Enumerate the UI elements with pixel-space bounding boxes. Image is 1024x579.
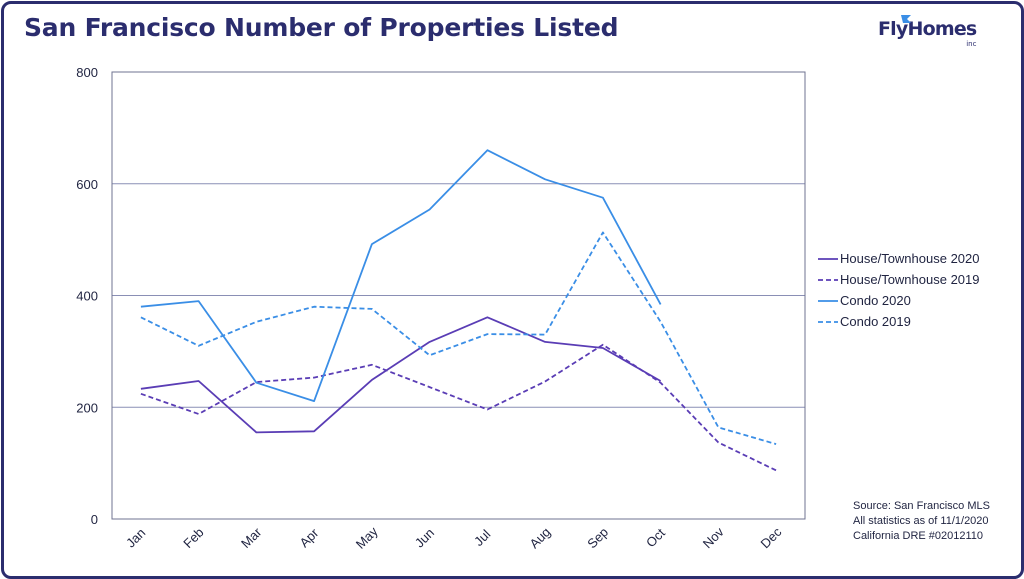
series-line [140, 316, 662, 434]
x-tick-label: May [353, 523, 381, 551]
y-tick-label: 0 [91, 512, 98, 527]
y-tick-label: 600 [76, 177, 98, 192]
x-tick-label: Feb [180, 525, 206, 551]
y-tick-label: 400 [76, 289, 98, 304]
flyhomes-logo: FlyHomes inc [878, 15, 977, 48]
x-tick-label: Nov [700, 524, 727, 551]
series-line [140, 343, 777, 472]
dre-line: California DRE #02012110 [853, 530, 984, 542]
x-tick-label: Jan [123, 525, 148, 550]
source-line: Source: San Francisco MLS [853, 500, 990, 512]
x-tick-label: Apr [296, 525, 321, 550]
logo-flag-icon [901, 15, 911, 23]
legend-label: Condo 2019 [840, 314, 911, 329]
legend-label: House/Townhouse 2019 [840, 272, 980, 287]
y-tick-label: 200 [76, 400, 98, 415]
x-tick-label: Jul [471, 527, 493, 549]
x-tick-label: Mar [238, 524, 265, 551]
legend-label: House/Townhouse 2020 [840, 251, 980, 266]
series-line [140, 231, 777, 445]
chart-title: San Francisco Number of Properties Liste… [24, 13, 619, 42]
logo-inc: inc [966, 40, 977, 48]
x-tick-label: Jun [412, 525, 437, 550]
x-tick-label: Dec [757, 524, 784, 551]
series-line [140, 149, 662, 402]
logo-text: FlyHomes [878, 18, 977, 40]
as-of-line: All statistics as of 11/1/2020 [853, 515, 989, 527]
x-tick-label: Sep [584, 524, 611, 551]
source-note: Source: San Francisco MLS All statistics… [853, 499, 990, 544]
y-tick-label: 800 [76, 65, 98, 80]
x-tick-label: Oct [643, 525, 668, 550]
x-tick-label: Aug [526, 524, 553, 551]
plot-area [111, 71, 806, 520]
legend-label: Condo 2020 [840, 293, 911, 308]
